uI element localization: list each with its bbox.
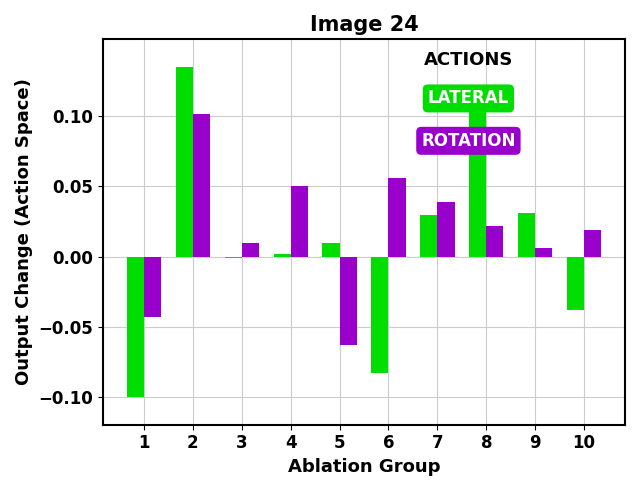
Bar — [225, 257, 242, 258]
Bar — [291, 187, 308, 257]
Bar — [420, 215, 437, 257]
Bar — [323, 243, 340, 257]
Bar — [175, 67, 193, 257]
Bar — [388, 178, 406, 257]
Text: LATERAL: LATERAL — [428, 89, 509, 108]
Text: ROTATION: ROTATION — [421, 132, 516, 150]
Bar — [437, 202, 454, 257]
Bar — [584, 230, 601, 257]
Bar — [144, 257, 161, 317]
Bar — [518, 213, 535, 257]
Bar — [371, 257, 388, 373]
Bar — [486, 226, 504, 257]
X-axis label: Ablation Group: Ablation Group — [288, 458, 440, 476]
Bar — [242, 243, 259, 257]
Bar — [567, 257, 584, 310]
Y-axis label: Output Change (Action Space): Output Change (Action Space) — [15, 79, 33, 385]
Title: Image 24: Image 24 — [310, 15, 419, 35]
Bar — [273, 254, 291, 257]
Bar — [127, 257, 144, 397]
Text: ACTIONS: ACTIONS — [424, 51, 513, 69]
Bar — [469, 94, 486, 257]
Bar — [340, 257, 356, 345]
Bar — [193, 113, 210, 257]
Bar — [535, 248, 552, 257]
